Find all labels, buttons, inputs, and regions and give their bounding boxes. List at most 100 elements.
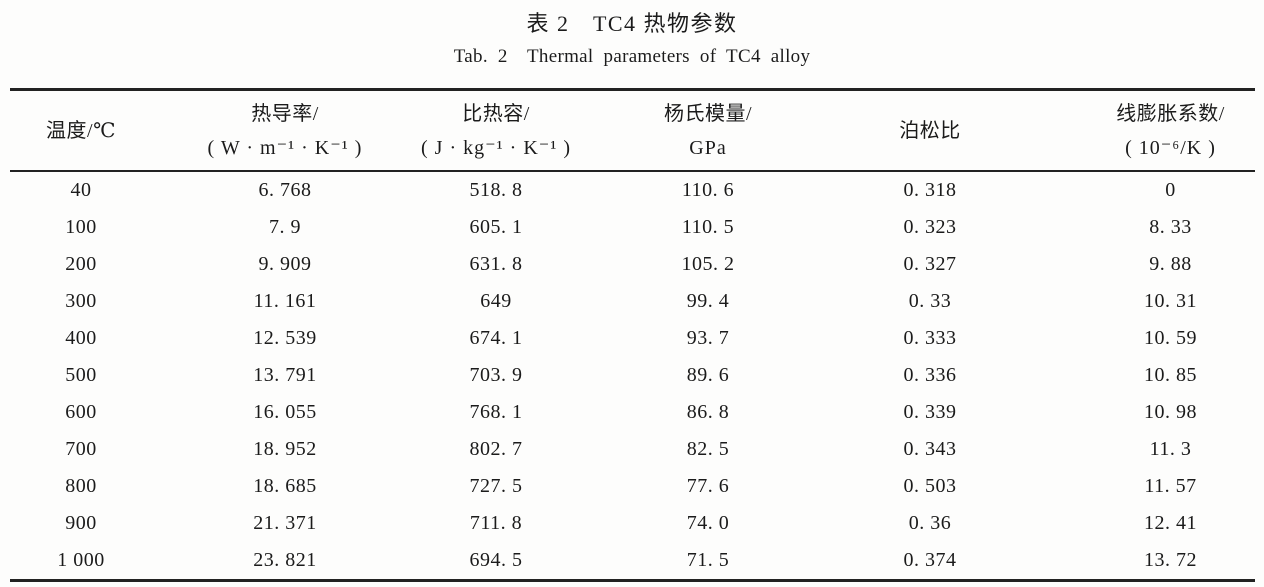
cell: 110. 6: [681, 179, 735, 201]
cell: 13. 791: [253, 364, 317, 386]
cell: 0. 333: [903, 327, 957, 349]
table-row: 700 18. 952 802. 7 82. 5 0. 343 11. 3: [10, 431, 1255, 468]
column-header-thermal-conductivity: 热导率/ ( W · m⁻¹ · K⁻¹ ): [180, 89, 390, 172]
cell: 0. 327: [903, 253, 957, 275]
header-label: 比热容/: [462, 102, 530, 125]
cell: 100: [65, 216, 97, 238]
cell: 10. 31: [1144, 290, 1197, 312]
cell: 105. 2: [681, 253, 735, 275]
cell: 0. 336: [903, 364, 957, 386]
header-label: 热导率/: [251, 102, 319, 125]
cell: 694. 5: [469, 549, 523, 571]
cell: 11. 57: [1144, 475, 1197, 497]
table-row: 300 11. 161 649 99. 4 0. 33 10. 31: [10, 283, 1255, 320]
cell: 110. 5: [681, 216, 735, 238]
cell: 200: [65, 253, 97, 275]
cell: 10. 59: [1144, 327, 1197, 349]
cell: 18. 952: [253, 438, 317, 460]
cell: 518. 8: [469, 179, 523, 201]
table-row: 400 12. 539 674. 1 93. 7 0. 333 10. 59: [10, 320, 1255, 357]
table-caption-en: Tab. 2 Thermal parameters of TC4 alloy: [453, 46, 811, 67]
cell: 6. 768: [258, 179, 312, 201]
cell: 300: [65, 290, 97, 312]
cell: 802. 7: [469, 438, 523, 460]
cell: 9. 909: [258, 253, 312, 275]
cell: 768. 1: [469, 401, 523, 423]
cell: 11. 161: [253, 290, 317, 312]
column-header-linear-expansion: 线膨胀系数/ ( 10⁻⁶/K ): [1046, 89, 1255, 172]
cell: 727. 5: [469, 475, 523, 497]
cell: 900: [65, 512, 97, 534]
cell: 0: [1165, 179, 1176, 201]
table-row: 800 18. 685 727. 5 77. 6 0. 503 11. 57: [10, 468, 1255, 505]
table-row: 100 7. 9 605. 1 110. 5 0. 323 8. 33: [10, 209, 1255, 246]
cell: 74. 0: [686, 512, 730, 534]
cell: 11. 3: [1149, 438, 1192, 460]
cell: 0. 343: [903, 438, 957, 460]
cell: 0. 374: [903, 549, 957, 571]
header-unit: GPa: [689, 136, 727, 159]
cell: 700: [65, 438, 97, 460]
cell: 99. 4: [686, 290, 730, 312]
header-unit: ( 10⁻⁶/K ): [1125, 136, 1216, 159]
table-header: 温度/℃ 热导率/ ( W · m⁻¹ · K⁻¹ ) 比热容/ ( J · k…: [10, 89, 1255, 172]
cell: 16. 055: [253, 401, 317, 423]
table-row: 900 21. 371 711. 8 74. 0 0. 36 12. 41: [10, 505, 1255, 542]
cell: 1 000: [57, 549, 105, 571]
cell: 500: [65, 364, 97, 386]
header-label: 泊松比: [899, 119, 961, 142]
cell: 674. 1: [469, 327, 523, 349]
cell: 605. 1: [469, 216, 523, 238]
cell: 711. 8: [469, 512, 523, 534]
thermal-parameters-table: 温度/℃ 热导率/ ( W · m⁻¹ · K⁻¹ ) 比热容/ ( J · k…: [10, 88, 1255, 582]
column-header-temperature: 温度/℃: [10, 89, 180, 172]
cell: 400: [65, 327, 97, 349]
cell: 10. 85: [1144, 364, 1197, 386]
cell: 9. 88: [1149, 253, 1192, 275]
cell: 10. 98: [1144, 401, 1197, 423]
cell: 13. 72: [1144, 549, 1197, 571]
header-label: 杨氏模量/: [663, 102, 753, 125]
cell: 0. 33: [908, 290, 952, 312]
header-unit: ( W · m⁻¹ · K⁻¹ ): [207, 136, 363, 159]
cell: 0. 323: [903, 216, 957, 238]
table-row: 40 6. 768 518. 8 110. 6 0. 318 0: [10, 171, 1255, 209]
cell: 93. 7: [686, 327, 730, 349]
cell: 8. 33: [1149, 216, 1192, 238]
cell: 7. 9: [269, 216, 301, 238]
cell: 649: [480, 290, 512, 312]
table-row: 500 13. 791 703. 9 89. 6 0. 336 10. 85: [10, 357, 1255, 394]
cell: 631. 8: [469, 253, 523, 275]
table-row: 600 16. 055 768. 1 86. 8 0. 339 10. 98: [10, 394, 1255, 431]
header-row: 温度/℃ 热导率/ ( W · m⁻¹ · K⁻¹ ) 比热容/ ( J · k…: [10, 89, 1255, 172]
table-caption: 表 2 TC4 热物参数 Tab. 2 Thermal parameters o…: [0, 0, 1264, 69]
cell: 0. 318: [903, 179, 957, 201]
cell: 21. 371: [253, 512, 317, 534]
header-label: 温度/℃: [46, 119, 116, 142]
cell: 23. 821: [253, 549, 317, 571]
cell: 40: [70, 179, 92, 201]
cell: 82. 5: [686, 438, 730, 460]
cell: 703. 9: [469, 364, 523, 386]
cell: 600: [65, 401, 97, 423]
cell: 12. 539: [253, 327, 317, 349]
cell: 800: [65, 475, 97, 497]
column-header-poisson-ratio: 泊松比: [814, 89, 1046, 172]
cell: 89. 6: [686, 364, 730, 386]
cell: 0. 36: [908, 512, 952, 534]
column-header-specific-heat: 比热容/ ( J · kg⁻¹ · K⁻¹ ): [390, 89, 602, 172]
cell: 0. 339: [903, 401, 957, 423]
cell: 71. 5: [686, 549, 730, 571]
table-row: 200 9. 909 631. 8 105. 2 0. 327 9. 88: [10, 246, 1255, 283]
cell: 77. 6: [686, 475, 730, 497]
cell: 86. 8: [686, 401, 730, 423]
header-label: 线膨胀系数/: [1116, 102, 1225, 125]
cell: 0. 503: [903, 475, 957, 497]
table-body: 40 6. 768 518. 8 110. 6 0. 318 0 100 7. 9 605. 1…: [10, 171, 1255, 581]
table-caption-zh: 表 2 TC4 热物参数: [526, 11, 738, 36]
cell: 12. 41: [1144, 512, 1197, 534]
header-unit: ( J · kg⁻¹ · K⁻¹ ): [421, 136, 571, 159]
cell: 18. 685: [253, 475, 317, 497]
table-row: 1 000 23. 821 694. 5 71. 5 0. 374 13. 72: [10, 542, 1255, 581]
